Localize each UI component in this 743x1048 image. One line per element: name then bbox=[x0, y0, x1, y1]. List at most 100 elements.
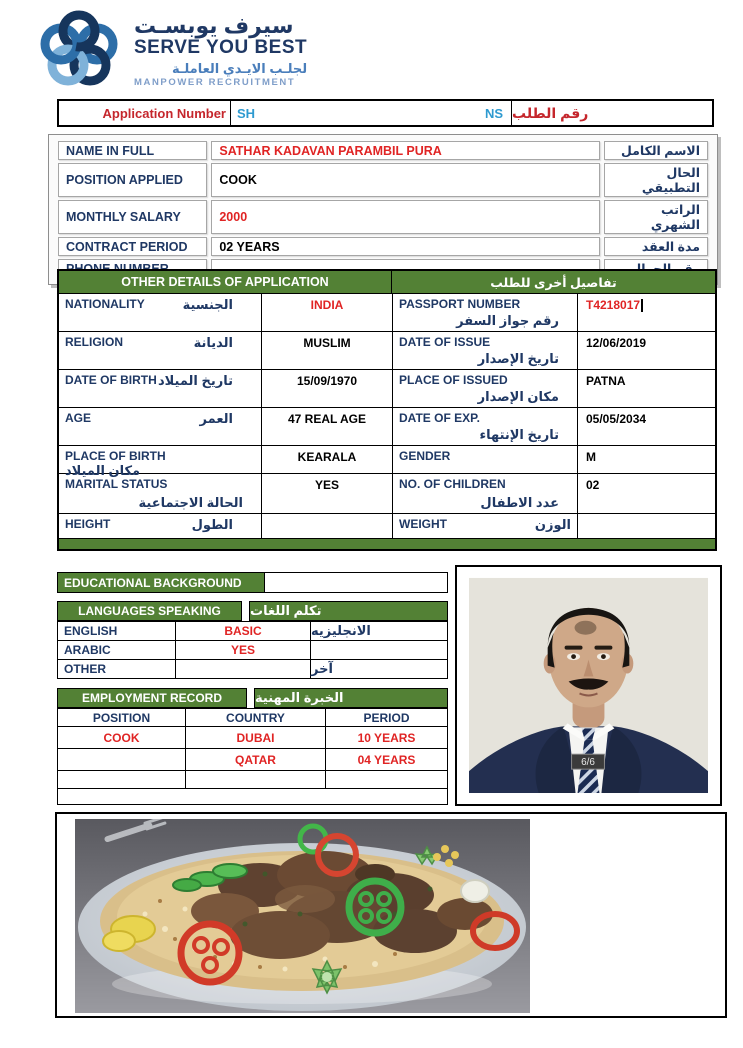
educational-background-section: EDUCATIONAL BACKGROUND bbox=[57, 572, 448, 593]
passport-number-value[interactable]: T4218017 bbox=[578, 294, 715, 331]
marital-status-label: MARITAL STATUS الحالة الاجتماعية bbox=[59, 474, 262, 513]
age-label: AGE العمر bbox=[59, 408, 262, 445]
applicant-photo-frame: 6/6 bbox=[455, 565, 722, 806]
languages-table: LANGUAGES SPEAKING تكلم اللغات ENGLISH B… bbox=[57, 601, 448, 679]
english-label: ENGLISH bbox=[58, 622, 176, 640]
application-number-value[interactable]: SH NS bbox=[231, 101, 512, 125]
company-logo: سيرف يوبسـت SERVE YOU BEST لجلـب الايـدي… bbox=[36, 8, 307, 95]
weight-label: WEIGHT الوزن bbox=[393, 514, 578, 538]
age-value[interactable]: 47 REAL AGE bbox=[262, 408, 393, 445]
employment-title-arabic: الخبرة المهنية bbox=[254, 688, 448, 708]
table-row: NAME IN FULL SATHAR KADAVAN PARAMBIL PUR… bbox=[58, 141, 708, 160]
photo-badge: 6/6 bbox=[581, 757, 595, 768]
applicant-portrait-photo: 6/6 bbox=[469, 577, 708, 794]
table-row: MARITAL STATUS الحالة الاجتماعية YES NO. … bbox=[59, 473, 715, 513]
green-divider-bar bbox=[59, 538, 715, 549]
table-row: COOK DUBAI 10 YEARS bbox=[58, 726, 447, 748]
employment-title: EMPLOYMENT RECORD bbox=[57, 688, 247, 708]
logo-english-subtitle: MANPOWER RECRUITMENT bbox=[134, 77, 296, 89]
employment-position-value[interactable]: COOK bbox=[58, 727, 186, 748]
employment-country-value[interactable] bbox=[186, 771, 326, 788]
knot-rings-icon bbox=[36, 8, 122, 95]
place-of-issued-label: PLACE OF ISSUED مكان الإصدار bbox=[393, 370, 578, 407]
table-row: DATE OF BIRTH تاريخ الميلاد 15/09/1970 PL… bbox=[59, 369, 715, 407]
arabic-label: ARABIC bbox=[58, 641, 176, 659]
employment-period-value[interactable] bbox=[326, 771, 447, 788]
languages-title: LANGUAGES SPEAKING bbox=[57, 601, 242, 621]
position-value[interactable]: COOK bbox=[211, 163, 601, 197]
date-of-birth-label: DATE OF BIRTH تاريخ الميلاد bbox=[59, 370, 262, 407]
application-number-label-arabic: رقم الطلب bbox=[512, 104, 589, 121]
marital-status-value[interactable]: YES bbox=[262, 474, 393, 513]
application-code-left: SH bbox=[237, 105, 256, 121]
languages-header: LANGUAGES SPEAKING تكلم اللغات bbox=[57, 601, 448, 621]
employment-period-value[interactable]: 10 YEARS bbox=[357, 730, 416, 745]
position-label-arabic: الحال التطبيقي bbox=[604, 163, 708, 197]
employment-header: EMPLOYMENT RECORD الخبرة المهنية bbox=[57, 688, 448, 708]
date-of-birth-value[interactable]: 15/09/1970 bbox=[262, 370, 393, 407]
employment-country-value[interactable]: QATAR bbox=[186, 749, 326, 770]
religion-value[interactable]: MUSLIM bbox=[262, 332, 393, 369]
nationality-value[interactable]: INDIA bbox=[262, 294, 393, 331]
date-of-issue-label: DATE OF ISSUE تاريخ الإصدار bbox=[393, 332, 578, 369]
table-row: MONTHLY SALARY 2000 الراتب الشهري bbox=[58, 200, 708, 234]
table-row: ENGLISH BASIC الانجليزيه bbox=[58, 621, 447, 640]
name-label-arabic: الاسم الكامل bbox=[604, 141, 708, 160]
employment-period-value[interactable]: 04 YEARS bbox=[357, 752, 416, 767]
passport-number-label: PASSPORT NUMBER رقم جواز السفر bbox=[393, 294, 578, 331]
position-column-header: POSITION bbox=[58, 709, 186, 726]
date-of-exp-label: DATE OF EXP. تاريخ الإنتهاء bbox=[393, 408, 578, 445]
employment-position-value[interactable] bbox=[58, 749, 186, 770]
table-row: CONTRACT PERIOD 02 YEARS مدة العقد bbox=[58, 237, 708, 256]
contract-value[interactable]: 02 YEARS bbox=[211, 237, 601, 256]
country-column-header: COUNTRY bbox=[186, 709, 326, 726]
children-value[interactable]: 02 bbox=[586, 478, 600, 492]
period-column-header: PERIOD bbox=[363, 710, 410, 725]
date-of-issue-value[interactable]: 12/06/2019 bbox=[586, 336, 647, 350]
table-row: HEIGHT الطول WEIGHT الوزن bbox=[59, 513, 715, 538]
educational-background-title: EDUCATIONAL BACKGROUND bbox=[57, 572, 265, 593]
table-row: NATIONALITY الجنسية INDIA PASSPORT NUMBER… bbox=[59, 293, 715, 331]
table-row bbox=[58, 770, 447, 788]
table-row: ARABIC YES bbox=[58, 640, 447, 659]
contract-label: CONTRACT PERIOD bbox=[58, 237, 208, 256]
place-of-birth-value[interactable]: KEARALA bbox=[262, 446, 393, 473]
name-label: NAME IN FULL bbox=[58, 141, 208, 160]
employment-empty-wide-row bbox=[58, 788, 447, 804]
children-label: NO. OF CHILDREN عدد الاطفال bbox=[393, 474, 578, 513]
other-language-value[interactable] bbox=[176, 660, 311, 678]
table-row: OTHER آخر bbox=[58, 659, 447, 678]
height-value[interactable] bbox=[262, 514, 393, 538]
place-of-issued-value[interactable]: PATNA bbox=[586, 374, 626, 388]
table-row: QATAR 04 YEARS bbox=[58, 748, 447, 770]
weight-value[interactable] bbox=[578, 514, 715, 538]
header-gap bbox=[247, 688, 254, 708]
religion-label: RELIGION الديانة bbox=[59, 332, 262, 369]
salary-label: MONTHLY SALARY bbox=[58, 200, 208, 234]
employment-position-value[interactable] bbox=[58, 771, 186, 788]
salary-value[interactable]: 2000 bbox=[211, 200, 601, 234]
english-label-arabic: الانجليزيه bbox=[311, 623, 371, 638]
header-gap bbox=[242, 601, 249, 621]
educational-background-empty-cell[interactable] bbox=[265, 572, 448, 593]
nationality-label: NATIONALITY الجنسية bbox=[59, 294, 262, 331]
height-label: HEIGHT الطول bbox=[59, 514, 262, 538]
other-details-header: OTHER DETAILS OF APPLICATION تفاصيل أخرى… bbox=[59, 271, 715, 293]
other-language-label: OTHER bbox=[58, 660, 176, 678]
place-of-birth-label: PLACE OF BIRTH مكان الميلاد bbox=[59, 446, 262, 478]
personal-info-table: NAME IN FULL SATHAR KADAVAN PARAMBIL PUR… bbox=[48, 134, 718, 285]
employment-country-value[interactable]: DUBAI bbox=[186, 727, 326, 748]
languages-title-arabic: تكلم اللغات bbox=[249, 601, 448, 621]
position-label: POSITION APPLIED bbox=[58, 163, 208, 197]
salary-label-arabic: الراتب الشهري bbox=[604, 200, 708, 234]
english-level-value[interactable]: BASIC bbox=[176, 622, 311, 640]
application-number-label: Application Number bbox=[59, 101, 231, 125]
table-row: PLACE OF BIRTH مكان الميلاد KEARALA GENDE… bbox=[59, 445, 715, 478]
table-row: AGE العمر 47 REAL AGE DATE OF EXP. تاريخ ا… bbox=[59, 407, 715, 445]
gender-value[interactable]: M bbox=[586, 450, 596, 464]
date-of-exp-value[interactable]: 05/05/2034 bbox=[586, 412, 647, 426]
other-details-table: OTHER DETAILS OF APPLICATION تفاصيل أخرى… bbox=[57, 269, 717, 551]
name-value[interactable]: SATHAR KADAVAN PARAMBIL PURA bbox=[211, 141, 601, 160]
arabic-level-value[interactable]: YES bbox=[176, 641, 311, 659]
